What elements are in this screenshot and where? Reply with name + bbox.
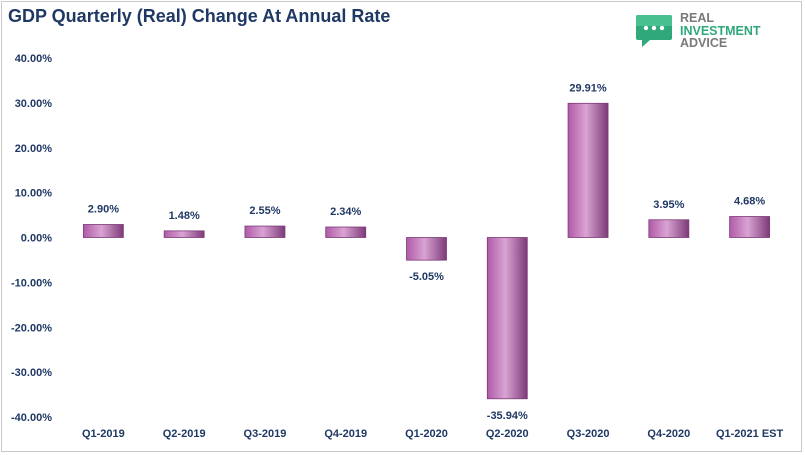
- chat-bubble-icon: [636, 15, 672, 47]
- bar: [325, 226, 367, 238]
- x-tick-label: Q3-2019: [244, 428, 287, 440]
- y-tick-label: 20.00%: [15, 143, 53, 155]
- x-tick-label: Q2-2019: [163, 428, 206, 440]
- y-tick-label: -10.00%: [11, 277, 52, 289]
- x-tick-label: Q4-2019: [324, 428, 367, 440]
- logo-line2: INVESTMENT: [680, 23, 761, 38]
- y-tick-label: 10.00%: [15, 188, 53, 200]
- data-label: 2.55%: [249, 205, 280, 217]
- y-tick-label: 30.00%: [15, 98, 53, 110]
- data-label: -5.05%: [409, 271, 444, 283]
- y-tick-label: -20.00%: [11, 322, 52, 334]
- data-label: 3.95%: [653, 199, 684, 211]
- y-tick-label: -40.00%: [11, 412, 52, 424]
- bar: [406, 237, 447, 261]
- data-label: 4.68%: [734, 195, 765, 207]
- bar: [82, 224, 124, 238]
- data-label: 1.48%: [169, 210, 200, 222]
- bar: [163, 230, 205, 238]
- data-label: 29.91%: [569, 82, 607, 94]
- x-tick-label: Q1-2019: [82, 428, 125, 440]
- data-label: 2.34%: [330, 206, 361, 218]
- x-tick-label: Q4-2020: [647, 428, 690, 440]
- logo-text: REAL INVESTMENT ADVICE: [680, 12, 761, 50]
- y-tick-label: -30.00%: [11, 367, 52, 379]
- logo-line1: REAL: [680, 11, 715, 25]
- bar: [567, 102, 609, 238]
- bar: [729, 216, 771, 238]
- x-tick-label: Q2-2020: [486, 428, 529, 440]
- data-label: -35.94%: [487, 410, 528, 422]
- x-tick-label: Q3-2020: [567, 428, 610, 440]
- logo: REAL INVESTMENT ADVICE: [634, 12, 794, 52]
- data-label: 2.90%: [88, 203, 119, 215]
- x-tick-label: Q1-2020: [405, 428, 448, 440]
- y-tick-label: 0.00%: [21, 233, 52, 245]
- bar: [244, 225, 286, 238]
- bar: [486, 237, 528, 400]
- chart-title: GDP Quarterly (Real) Change At Annual Ra…: [8, 6, 391, 26]
- logo-line3: ADVICE: [680, 36, 728, 50]
- x-tick-label: Q1-2021 EST: [716, 428, 784, 440]
- y-tick-label: 40.00%: [15, 53, 53, 65]
- bar: [648, 219, 690, 238]
